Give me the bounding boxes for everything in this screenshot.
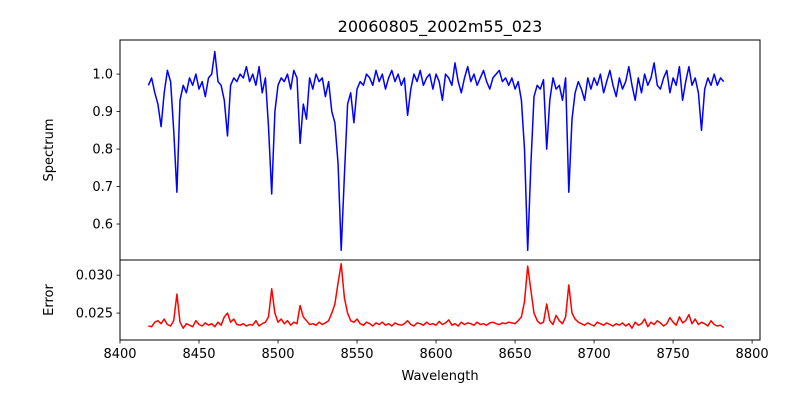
x-tick-label: 8750 [657, 347, 690, 362]
x-tick-label: 8600 [420, 347, 453, 362]
error-line [148, 263, 725, 329]
x-tick-label: 8450 [182, 347, 215, 362]
spectrum-axes: 0.6 0.7 0.8 0.9 1.0 [92, 39, 761, 261]
x-tick-label: 8550 [340, 347, 373, 362]
y-tick-label: 0.025 [76, 307, 113, 322]
y-tick-label: 1.0 [92, 68, 113, 83]
error-axes: 0.025 0.030 8400 8450 8500 8550 8600 8650 8700 87… [76, 259, 769, 362]
y-tick-label: 0.6 [92, 218, 113, 233]
y-tick-label: 0.9 [92, 105, 113, 120]
axes-frame [119, 39, 761, 261]
x-axis-label: Wavelength [401, 369, 478, 384]
x-tick-label: 8800 [736, 347, 769, 362]
x-tick-label: 8400 [103, 347, 136, 362]
x-tick-label: 8700 [578, 347, 611, 362]
chart-title: 20060805_2002m55_023 [338, 17, 543, 37]
y-tick-label: 0.8 [92, 143, 113, 158]
x-tick-label: 8500 [261, 347, 294, 362]
spectrum-y-label: Spectrum [42, 119, 57, 182]
error-y-label: Error [42, 284, 57, 316]
y-tick-label: 0.7 [92, 180, 113, 195]
y-tick-label: 0.030 [76, 269, 113, 284]
x-tick-label: 8650 [499, 347, 532, 362]
spectrum-line [147, 50, 725, 252]
axes-frame [119, 259, 761, 341]
